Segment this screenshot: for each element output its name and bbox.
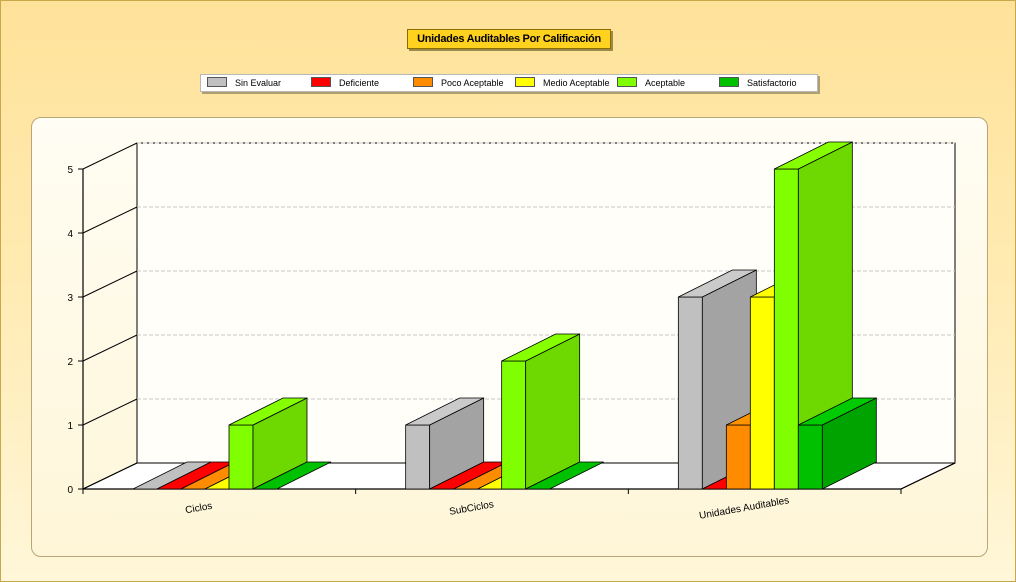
x-tick-label: Ciclos <box>185 501 214 517</box>
legend-swatch <box>413 77 433 87</box>
legend-label: Satisfactorio <box>747 78 797 88</box>
bar-front <box>773 168 799 490</box>
floor-edge <box>900 462 956 490</box>
chart-title: Unidades Auditables Por Calificación <box>407 29 611 49</box>
y-tick-label: 2 <box>67 357 73 368</box>
legend-label: Sin Evaluar <box>235 78 282 88</box>
legend-label: Deficiente <box>339 78 380 88</box>
legend-item-poco-aceptable: Poco Aceptable <box>413 77 504 89</box>
legend-swatch <box>617 77 637 87</box>
depth-tick-line <box>82 462 138 490</box>
bar-front <box>228 424 254 490</box>
bar-top <box>501 333 580 362</box>
bar-front <box>677 296 703 490</box>
bar-top <box>774 141 853 170</box>
legend-swatch <box>207 77 227 87</box>
depth-tick-line <box>82 270 138 298</box>
legend: Sin Evaluar Deficiente Poco Aceptable Me… <box>200 74 818 92</box>
legend-label: Aceptable <box>645 78 686 88</box>
legend-item-medio-aceptable: Medio Aceptable <box>515 77 610 89</box>
y-tick-label: 5 <box>67 165 73 176</box>
legend-item-sin-evaluar: Sin Evaluar <box>207 77 281 89</box>
depth-tick-line <box>82 398 138 426</box>
legend-item-aceptable: Aceptable <box>617 77 685 89</box>
bar-top <box>405 397 484 426</box>
depth-tick-line <box>82 142 138 170</box>
bar-front <box>797 424 823 490</box>
bar-flat <box>525 461 604 490</box>
x-tick-label: SubCiclos <box>448 499 494 518</box>
bar-flat <box>252 461 332 490</box>
bar-top <box>678 269 757 298</box>
legend-swatch <box>515 77 535 87</box>
legend-label: Poco Aceptable <box>441 78 504 88</box>
legend-label: Medio Aceptable <box>543 78 610 88</box>
bar-front <box>749 296 775 490</box>
depth-tick-line <box>82 334 138 362</box>
legend-swatch <box>311 77 331 87</box>
y-tick-label: 0 <box>67 485 73 496</box>
y-tick-label: 1 <box>67 421 73 432</box>
y-tick-label: 3 <box>67 293 73 304</box>
legend-item-satisfactorio: Satisfactorio <box>719 77 797 89</box>
bar-top <box>228 397 308 426</box>
bar-front <box>405 424 431 490</box>
x-tick-label: Unidades Auditables <box>698 495 790 522</box>
depth-tick-line <box>82 206 138 234</box>
legend-item-deficiente: Deficiente <box>311 77 379 89</box>
y-tick-label: 4 <box>67 229 73 240</box>
legend-swatch <box>719 77 739 87</box>
bar-top <box>798 397 877 426</box>
bar-front <box>725 424 751 490</box>
bar-front <box>501 360 527 490</box>
